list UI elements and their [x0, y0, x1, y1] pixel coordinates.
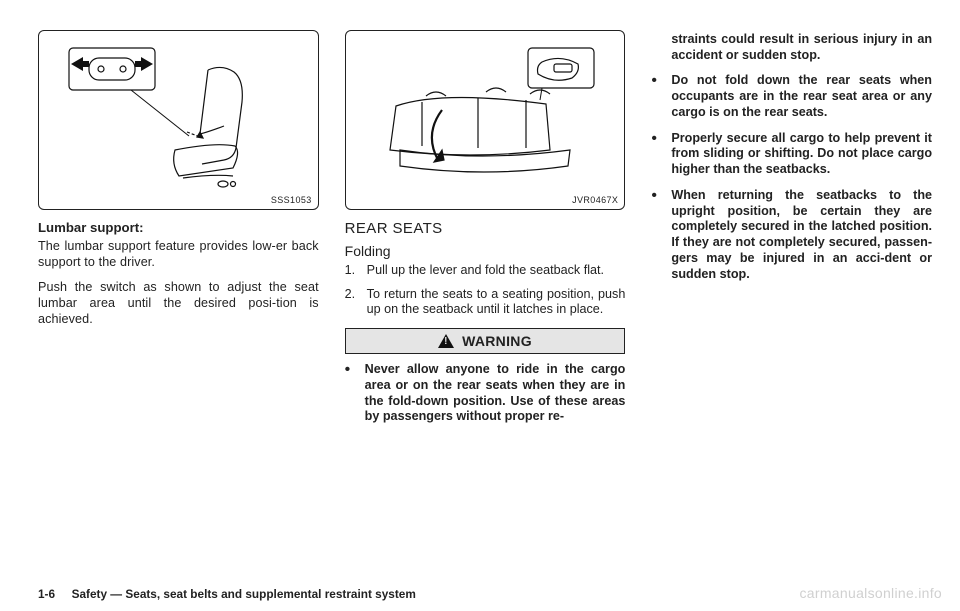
rear-seats-heading: REAR SEATS [345, 220, 626, 237]
bullet-dot: • [345, 362, 355, 425]
lumbar-p2: Push the switch as shown to adjust the s… [38, 280, 319, 327]
watermark-text: carmanualsonline.info [800, 585, 943, 601]
warning-label: WARNING [462, 333, 532, 349]
step-text: To return the seats to a seating positio… [367, 287, 626, 318]
bullet-item: • When returning the seatbacks to the up… [651, 188, 932, 282]
figure-lumbar: SSS1053 [38, 30, 319, 210]
bullet-text: straints could result in serious injury … [671, 32, 932, 63]
column-1: SSS1053 Lumbar support: The lumbar suppo… [38, 30, 319, 435]
step-num: 2. [345, 287, 359, 318]
step-num: 1. [345, 263, 359, 279]
figure-caption-2: JVR0467X [572, 195, 618, 205]
step-1: 1. Pull up the lever and fold the seatba… [345, 263, 626, 279]
warning-bullet: • Never allow anyone to ride in the carg… [345, 362, 626, 425]
manual-page: SSS1053 Lumbar support: The lumbar suppo… [0, 0, 960, 611]
step-text: Pull up the lever and fold the seatback … [367, 263, 604, 279]
bullet-item: • Properly secure all cargo to help prev… [651, 131, 932, 178]
bullet-continuation: • straints could result in serious injur… [651, 32, 932, 63]
page-number: 1-6 [38, 587, 55, 601]
column-2: JVR0467X REAR SEATS Folding 1. Pull up t… [345, 30, 626, 435]
bullet-text: When returning the seatbacks to the upri… [671, 188, 932, 282]
bullet-dot: • [651, 188, 661, 282]
rear-seat-illustration [370, 40, 600, 200]
figure-rear-seat: JVR0467X [345, 30, 626, 210]
figure-caption-1: SSS1053 [271, 195, 312, 205]
folding-heading: Folding [345, 243, 626, 259]
bullet-text: Do not fold down the rear seats when occ… [671, 73, 932, 120]
bullet-text: Properly secure all cargo to help preven… [671, 131, 932, 178]
warning-bullets-col3: • straints could result in serious injur… [651, 32, 932, 282]
warning-bullets-col2: • Never allow anyone to ride in the carg… [345, 362, 626, 425]
lumbar-illustration [63, 40, 293, 200]
bullet-dot: • [651, 131, 661, 178]
folding-steps: 1. Pull up the lever and fold the seatba… [345, 263, 626, 318]
bullet-dot: • [651, 73, 661, 120]
warning-box: WARNING [345, 328, 626, 354]
bullet-text: Never allow anyone to ride in the cargo … [365, 362, 626, 425]
lumbar-p1: The lumbar support feature provides low-… [38, 239, 319, 270]
page-footer: 1-6 Safety — Seats, seat belts and suppl… [38, 587, 416, 601]
warning-icon [438, 334, 454, 348]
bullet-item: • Do not fold down the rear seats when o… [651, 73, 932, 120]
columns: SSS1053 Lumbar support: The lumbar suppo… [38, 30, 932, 435]
column-3: • straints could result in serious injur… [651, 30, 932, 435]
step-2: 2. To return the seats to a seating posi… [345, 287, 626, 318]
lumbar-heading: Lumbar support: [38, 220, 319, 235]
footer-section: Safety — Seats, seat belts and supplemen… [72, 587, 416, 601]
